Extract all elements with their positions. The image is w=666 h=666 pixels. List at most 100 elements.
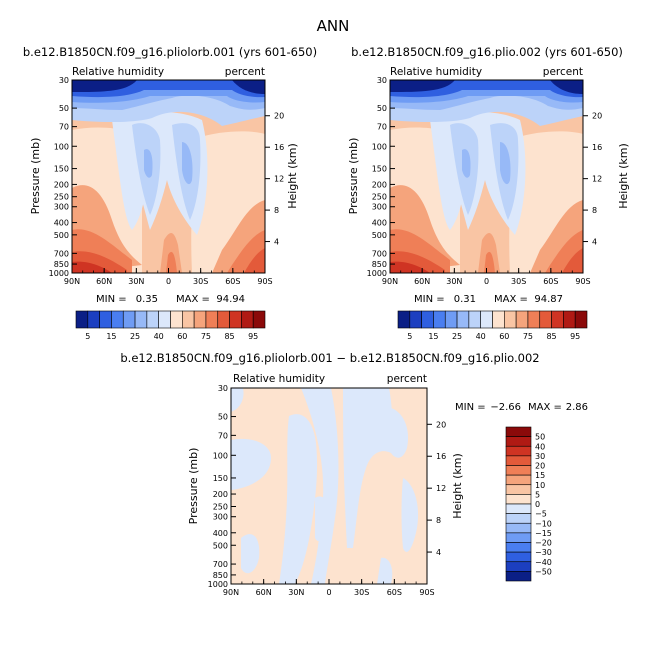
panel-b-colorbar-label: 60 (499, 332, 509, 341)
panel-a: b.e12.B1850CN.f09_g16.pliolorb.001 (yrs … (23, 45, 317, 341)
panel-b-colorbar-swatch (574, 310, 588, 329)
panel-a-y-right-tick-label: 12 (274, 175, 284, 184)
panel-a-x-tick-label: 30S (193, 277, 208, 286)
panel-b-y-right-tick-label: 8 (592, 206, 597, 215)
panel-c-colorbar-swatch (505, 542, 532, 553)
panel-c: b.e12.B1850CN.f09_g16.pliolorb.001 − b.e… (120, 351, 588, 597)
panel-b-colorbar-swatch (492, 310, 505, 329)
panel-b-units-label: percent (543, 66, 583, 78)
panel-b-y-tick-label: 700 (372, 249, 387, 258)
panel-a-colorbar-swatch (170, 310, 183, 329)
panel-c-colorbar-label: 30 (535, 452, 545, 461)
panel-b-colorbar-swatch (468, 310, 481, 329)
panel-a-colorbar-swatch (99, 310, 112, 329)
panel-b-x-tick-label: 60N (414, 277, 430, 286)
panel-b-variable-label: Relative humidity (390, 66, 482, 78)
panel-c-max-label: MAX = (528, 402, 562, 413)
panel-a-y-tick-label: 1000 (49, 269, 69, 278)
panel-b-max-label: MAX = (494, 294, 528, 305)
panel-c-units-label: percent (387, 373, 427, 385)
panel-c-colorbar-swatch (505, 561, 532, 572)
panel-a-y-tick-label: 250 (54, 193, 69, 202)
panel-b-y-right-tick-label: 16 (592, 143, 602, 152)
panel-a-colorbar-swatch (205, 310, 219, 329)
panel-c-y-tick-label: 200 (213, 490, 228, 499)
panel-c-variable-label: Relative humidity (233, 373, 325, 385)
panel-a-colorbar-label: 40 (154, 332, 164, 341)
panel-a-y-tick-label: 100 (54, 142, 69, 151)
panel-b: b.e12.B1850CN.f09_g16.plio.002 (yrs 601-… (347, 45, 630, 341)
panel-c-colorbar-label: −15 (535, 529, 552, 538)
panel-a-colorbar-label: 60 (177, 332, 187, 341)
panel-c-y-tick-label: 100 (213, 451, 228, 460)
panel-c-y-right-tick-label: 20 (436, 420, 446, 429)
panel-a-y-right-tick-label: 16 (274, 143, 284, 152)
panel-c-y-tick-label: 150 (213, 474, 228, 483)
panel-a-colorbar-swatch (158, 310, 171, 329)
panel-c-title: b.e12.B1850CN.f09_g16.pliolorb.001 − b.e… (120, 351, 539, 365)
panel-c-y-tick-label: 400 (213, 529, 228, 538)
panel-a-x-tick-label: 60N (96, 277, 112, 286)
panel-c-colorbar-swatch (505, 474, 532, 486)
panel-c-max-value: 2.86 (566, 402, 588, 413)
panel-b-y-tick-label: 400 (372, 219, 387, 228)
panel-b-colorbar-swatch (527, 310, 541, 329)
panel-a-colorbar-swatch (182, 310, 195, 329)
panel-a-colorbar-swatch (241, 310, 254, 329)
panel-c-colorbar-swatch (505, 571, 532, 582)
panel-c-x-tick-label: 30S (354, 588, 369, 597)
panel-c-y-tick-label: 700 (213, 560, 228, 569)
panel-b-y-tick-label: 500 (372, 231, 387, 240)
panel-c-colorbar-label: 20 (535, 462, 545, 471)
panel-a-x-tick-label: 0 (166, 277, 171, 286)
panel-b-colorbar-swatch (409, 310, 422, 329)
panel-b-y-right-tick-label: 4 (592, 238, 597, 247)
panel-b-colorbar-label: 75 (523, 332, 533, 341)
panel-b-colorbar-label: 5 (407, 332, 412, 341)
panel-c-y-right-tick-label: 8 (436, 516, 441, 525)
panel-c-y-right-tick-label: 16 (436, 452, 446, 461)
panel-b-field (390, 80, 583, 273)
panel-a-y-tick-label: 200 (54, 180, 69, 189)
panel-c-colorbar-label: 15 (535, 471, 545, 480)
panel-b-y-right-tick-label: 12 (592, 175, 602, 184)
panel-b-y-tick-label: 200 (372, 180, 387, 189)
panel-a-colorbar-swatch (122, 310, 136, 329)
panel-a-x-tick-label: 90N (64, 277, 80, 286)
panel-b-colorbar-swatch (433, 310, 446, 329)
panel-c-colorbar-swatch (505, 503, 532, 514)
panel-a-y-right-tick-label: 8 (274, 206, 279, 215)
panel-c-colorbar-swatch (505, 426, 532, 437)
panel-a-ylabel: Pressure (mb) (29, 138, 42, 215)
panel-c-colorbar-label: 10 (535, 481, 545, 490)
panel-c-field (231, 388, 427, 584)
panel-c-colorbar-label: −40 (535, 558, 552, 567)
panel-c-colorbar-swatch (505, 445, 532, 457)
panel-a-colorbar-swatch (193, 310, 207, 329)
panel-c-colorbar-label: 50 (535, 433, 545, 442)
panel-b-colorbar-swatch (444, 310, 458, 329)
panel-c-colorbar-label: −30 (535, 548, 552, 557)
panel-b-colorbar-label: 40 (476, 332, 486, 341)
panel-a-x-tick-label: 90S (257, 277, 272, 286)
figure-title: ANN (317, 17, 350, 35)
panel-b-ylabel: Pressure (mb) (347, 138, 360, 215)
panel-b-x-tick-label: 30S (511, 277, 526, 286)
panel-a-y-tick-label: 300 (54, 203, 69, 212)
panel-b-y-tick-label: 250 (372, 193, 387, 202)
panel-b-colorbar-swatch (456, 310, 470, 329)
panel-c-y-right-tick-label: 12 (436, 484, 446, 493)
panel-a-colorbar-label: 85 (224, 332, 234, 341)
panel-b-min-value: 0.31 (454, 294, 476, 305)
panel-c-y-tick-label: 1000 (208, 580, 228, 589)
panel-a-y-tick-label: 150 (54, 165, 69, 174)
panel-b-max-value: 94.87 (534, 294, 563, 305)
panel-b-ylabel-right: Height (km) (617, 143, 630, 209)
panel-a-x-tick-label: 60S (225, 277, 240, 286)
panel-c-colorbar-swatch (505, 455, 532, 466)
panel-c-colorbar-swatch (505, 513, 532, 524)
panel-b-y-tick-label: 300 (372, 203, 387, 212)
panel-c-colorbar-swatch (505, 532, 532, 543)
panel-a-variable-label: Relative humidity (72, 66, 164, 78)
panel-a-y-tick-label: 70 (59, 123, 69, 132)
